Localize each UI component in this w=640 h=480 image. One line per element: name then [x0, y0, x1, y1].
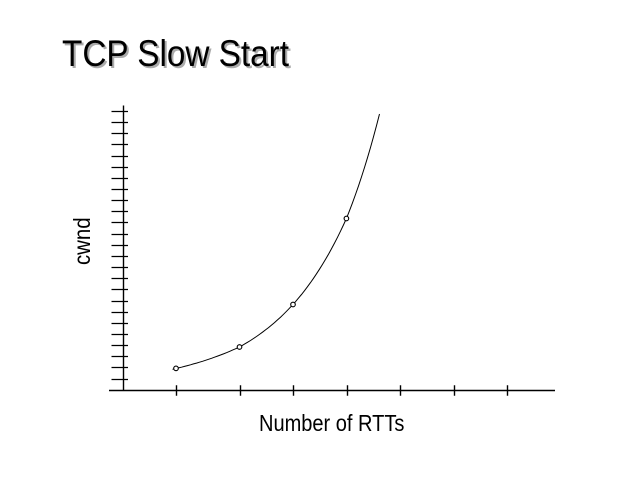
svg-text:cwnd: cwnd	[69, 217, 96, 265]
svg-text:Number of RTTs: Number of RTTs	[259, 410, 405, 437]
